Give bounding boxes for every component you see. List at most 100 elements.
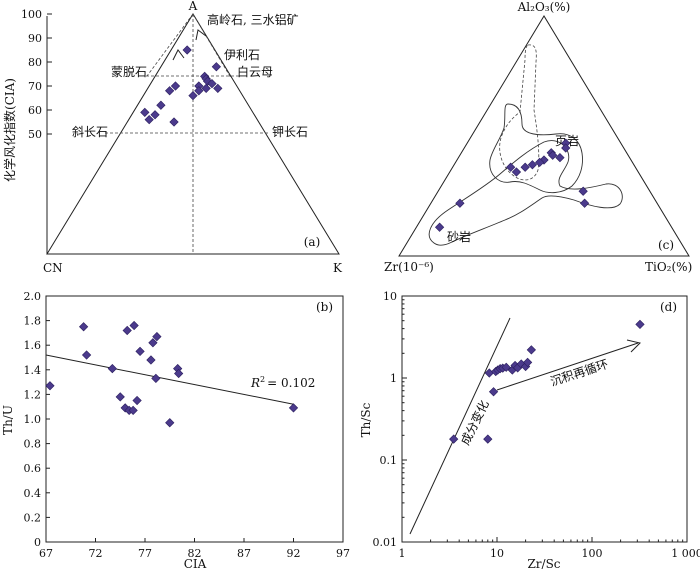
panel-b-x-label: CIA: [184, 557, 207, 571]
panel-b-r2-symbol: R: [250, 376, 260, 390]
panel-b-point: [152, 331, 162, 342]
panel-b-point: [115, 392, 125, 402]
panel-d-x-tick-label: 1: [399, 547, 406, 560]
panel-b-point: [288, 403, 299, 413]
panel-a-label-plagioclase: 斜长石: [72, 125, 108, 139]
panel-c-id: (c): [658, 238, 674, 252]
panel-b-ticks: 67 72 77 82 87 92 97 0 0.2 0.4 0.6 0.8 1.0 1.2 1.4 1.6 1…: [24, 290, 351, 560]
panel-a-point: [182, 45, 192, 55]
panel-d-label-recycling: 沉积再循环: [549, 357, 610, 389]
panel-b-point: [45, 381, 55, 391]
panel-d-y-tick-label: 0.01: [373, 536, 398, 549]
panel-c-label-sandstone: 砂岩: [447, 229, 471, 244]
panel-c-field-sandstone: [428, 140, 623, 246]
panel-b-trendline: [45, 354, 294, 405]
panel-c-point: [434, 222, 445, 232]
panel-d-point: [635, 319, 645, 330]
panel-a-label-muscovite: 白云母: [237, 64, 273, 79]
panel-b-frame: [45, 295, 344, 543]
panel-b-y-tick-label: 0.4: [24, 487, 42, 500]
panel-a-id: (a): [304, 235, 321, 249]
panel-b-point: [122, 325, 132, 336]
panel-c-point: [527, 160, 538, 170]
panel-b-x-tick-label: 97: [336, 547, 350, 560]
panel-a-point: [169, 117, 179, 127]
panel-b-y-tick-label: 1.4: [24, 364, 42, 377]
panel-d-point: [488, 387, 499, 397]
panel-b-point: [107, 363, 117, 374]
panel-d-x-label: Zr/Sc: [527, 557, 560, 571]
panel-c-point: [548, 150, 558, 160]
panel-a-y-tick-label: 60: [28, 104, 42, 117]
panel-c-point: [506, 162, 516, 172]
panel-c-ternary: Al₂O₃(%) Zr(10⁻⁶) TiO₂(%) (c) 页岩 砂岩: [384, 0, 692, 274]
panel-c-field-dashed: [499, 44, 540, 181]
panel-c-point: [579, 198, 590, 208]
panel-b-r2: R2 = 0.102: [250, 375, 315, 390]
panel-a-y-ticks: 100 90 80 70 60 50: [21, 8, 52, 141]
panel-b-id: (b): [316, 300, 333, 314]
panel-a-arrow-right: [195, 29, 207, 41]
panel-d-arrowhead: [626, 339, 641, 353]
panel-c-points: [434, 138, 590, 232]
panel-a-label-kaolinite: 高岭石, 三水铝矿: [207, 12, 299, 27]
panel-c-vertex-top: Al₂O₃(%): [517, 0, 571, 14]
panel-b-x-tick-label: 77: [138, 547, 152, 560]
panel-a-guide-illite: [192, 13, 232, 79]
panel-b-point: [81, 350, 92, 360]
panel-d-point: [526, 345, 536, 355]
panel-b-point: [148, 338, 158, 348]
panel-c-field-shale: [489, 103, 583, 194]
panel-b-point: [174, 368, 184, 379]
panel-a-vertex-right: K: [333, 261, 343, 275]
panel-b-r2-exponent: 2: [260, 375, 265, 384]
panel-b-y-tick-label: 0.6: [24, 462, 42, 475]
panel-a-label-kfeldspar: 钾长石: [272, 125, 308, 139]
panel-a-point: [156, 100, 166, 110]
panel-a-y-label: 化学风化指数(CIA): [2, 78, 17, 182]
panel-a-triangle: [46, 13, 340, 255]
panel-a-y-tick-label: 90: [28, 32, 42, 45]
panel-b-r2-value: = 0.102: [267, 376, 315, 390]
panel-b-point: [151, 373, 161, 384]
panel-c-point: [555, 152, 565, 163]
panel-b-y-tick-label: 1.6: [24, 339, 42, 352]
panel-a-point: [207, 78, 217, 89]
panel-d-x-tick-label: 100: [582, 547, 603, 560]
panel-c-vertex-right: TiO₂(%): [645, 260, 692, 274]
panel-d-point: [522, 357, 533, 368]
panel-c-point: [535, 157, 545, 168]
panel-b-point: [78, 322, 89, 332]
panel-a-guide-left: [146, 13, 194, 77]
panel-d-id: (d): [660, 300, 677, 314]
panel-b-y-tick-label: 1.0: [24, 413, 42, 426]
panel-b-y-tick-label: 0.8: [24, 438, 42, 451]
panel-b-scatter: 67 72 77 82 87 92 97 0 0.2 0.4 0.6 0.8 1.0 1.2 1.4 1.6 1…: [1, 290, 350, 571]
panel-d-ticks: 1 10 100 1 000 0.01 0.1 1 10: [373, 290, 700, 560]
panel-b-y-tick-label: 2.0: [24, 290, 42, 303]
panel-c-point: [520, 162, 530, 172]
panel-a-point: [150, 110, 160, 120]
panel-a-label-montmorillonite: 蒙脱石: [111, 64, 147, 79]
panel-b-x-tick-label: 82: [188, 547, 202, 560]
panel-a-y-tick-label: 50: [28, 128, 42, 141]
panel-d-composition-line: [409, 317, 511, 535]
panel-a-y-tick-label: 70: [28, 80, 42, 93]
panel-a-vertex-top: A: [188, 0, 198, 13]
panel-a-point: [201, 83, 211, 94]
panel-b-y-tick-label: 1.8: [24, 315, 42, 328]
panel-a-vertex-left: CN: [43, 261, 63, 275]
panel-b-y-tick-label: 1.2: [24, 388, 42, 401]
panel-b-y-label: Th/U: [1, 405, 15, 435]
panel-a-arrow-left: [172, 49, 185, 61]
panel-a-points: [140, 45, 223, 127]
panel-a-point: [140, 107, 150, 118]
panel-b-point: [129, 320, 139, 331]
panel-d-frame: [401, 295, 688, 543]
panel-a-label-illite: 伊利石: [224, 48, 260, 62]
panel-d-y-label: Th/Sc: [359, 402, 373, 437]
panel-c-triangle: [398, 15, 690, 257]
panel-b-y-tick-label: 0: [34, 536, 41, 549]
panel-a-point: [144, 114, 154, 125]
